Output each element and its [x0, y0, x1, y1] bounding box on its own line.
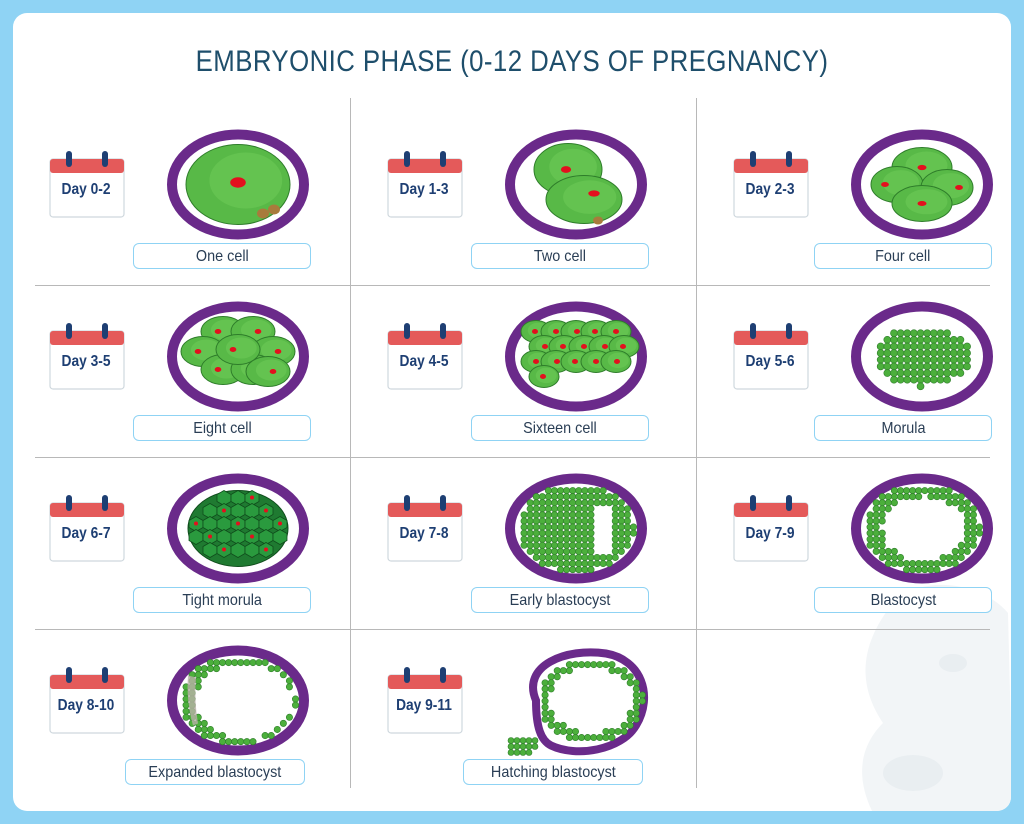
- grid-divider: [350, 98, 351, 788]
- grid-divider: [35, 285, 990, 286]
- stage-name-label: Tight morula: [133, 587, 311, 613]
- stage-card: Day 9-11 Hatching blastocyst: [373, 629, 713, 799]
- morula-icon: [847, 299, 997, 419]
- sixteen-cell-embryo-icon: [501, 299, 651, 419]
- grid-divider: [696, 98, 697, 788]
- stage-days-label: Day 2-3: [745, 181, 795, 198]
- hatching-blastocyst-icon: [501, 643, 651, 763]
- stage-name-text: Sixteen cell: [523, 420, 597, 437]
- cow-watermark-icon: [862, 584, 1011, 811]
- calendar-icon: Day 1-3: [387, 151, 463, 219]
- early-blastocyst-icon: [501, 471, 651, 591]
- calendar-icon: Day 4-5: [387, 323, 463, 391]
- stage-name-label: Expanded blastocyst: [125, 759, 305, 785]
- stage-card: Day 0-2 One cell: [35, 113, 375, 283]
- calendar-icon: Day 5-6: [733, 323, 809, 391]
- stage-name-text: Expanded blastocyst: [148, 764, 282, 781]
- stage-name-text: Blastocyst: [870, 592, 936, 609]
- grid-divider: [35, 629, 990, 630]
- stage-name-label: Eight cell: [133, 415, 311, 441]
- infographic-panel: EMBRYONIC PHASE (0-12 DAYS OF PREGNANCY)…: [13, 13, 1011, 811]
- stage-name-text: Eight cell: [192, 420, 252, 437]
- stage-card: Day 7-8 Early blastocyst: [373, 457, 713, 627]
- stage-name-label: One cell: [133, 243, 311, 269]
- stage-name-text: Four cell: [875, 248, 931, 265]
- one-cell-embryo-icon: [163, 127, 313, 247]
- stage-days-label: Day 8-10: [57, 697, 115, 714]
- calendar-icon: Day 7-8: [387, 495, 463, 563]
- calendar-icon: Day 9-11: [387, 667, 463, 735]
- blastocyst-icon: [847, 471, 997, 591]
- stage-name-label: Four cell: [814, 243, 992, 269]
- calendar-icon: Day 6-7: [49, 495, 125, 563]
- stage-name-label: Blastocyst: [814, 587, 992, 613]
- four-cell-embryo-icon: [847, 127, 997, 247]
- stage-card: Day 3-5 Eight cell: [35, 285, 375, 455]
- stage-name-label: Sixteen cell: [471, 415, 649, 441]
- stage-name-text: Early blastocyst: [509, 592, 611, 609]
- stage-name-label: Hatching blastocyst: [463, 759, 643, 785]
- stage-days-label: Day 3-5: [61, 353, 111, 370]
- two-cell-embryo-icon: [501, 127, 651, 247]
- stage-name-text: Tight morula: [182, 592, 262, 609]
- stage-card: Day 1-3 Two cell: [373, 113, 713, 283]
- stage-days-label: Day 6-7: [61, 525, 111, 542]
- calendar-icon: Day 7-9: [733, 495, 809, 563]
- stage-card: Day 7-9 Blastocyst: [719, 457, 1011, 627]
- stage-days-label: Day 7-8: [399, 525, 449, 542]
- stage-days-label: Day 1-3: [399, 181, 449, 198]
- tight-morula-icon: [163, 471, 313, 591]
- stage-name-label: Early blastocyst: [471, 587, 649, 613]
- stage-name-text: Two cell: [533, 248, 587, 265]
- stage-card: Day 2-3 Four cell: [719, 113, 1011, 283]
- stage-card: Day 5-6 Morula: [719, 285, 1011, 455]
- expanded-blastocyst-icon: [163, 643, 313, 763]
- stage-days-label: Day 0-2: [61, 181, 111, 198]
- stage-days-label: Day 5-6: [745, 353, 795, 370]
- stage-name-text: One cell: [195, 248, 249, 265]
- calendar-icon: Day 8-10: [49, 667, 125, 735]
- stage-card: Day 8-10 Expanded blastocyst: [35, 629, 375, 799]
- stage-card: Day 4-5 Sixteen cell: [373, 285, 713, 455]
- stage-name-text: Morula: [880, 420, 926, 437]
- stage-days-label: Day 7-9: [745, 525, 795, 542]
- stage-name-label: Morula: [814, 415, 992, 441]
- stage-name-label: Two cell: [471, 243, 649, 269]
- calendar-icon: Day 2-3: [733, 151, 809, 219]
- page-title: EMBRYONIC PHASE (0-12 DAYS OF PREGNANCY): [195, 45, 829, 78]
- grid-divider: [35, 457, 990, 458]
- stage-card: Day 6-7 Tight morula: [35, 457, 375, 627]
- calendar-icon: Day 0-2: [49, 151, 125, 219]
- stage-days-label: Day 9-11: [396, 697, 452, 714]
- stage-days-label: Day 4-5: [399, 353, 449, 370]
- eight-cell-embryo-icon: [163, 299, 313, 419]
- stage-name-text: Hatching blastocyst: [490, 764, 616, 781]
- calendar-icon: Day 3-5: [49, 323, 125, 391]
